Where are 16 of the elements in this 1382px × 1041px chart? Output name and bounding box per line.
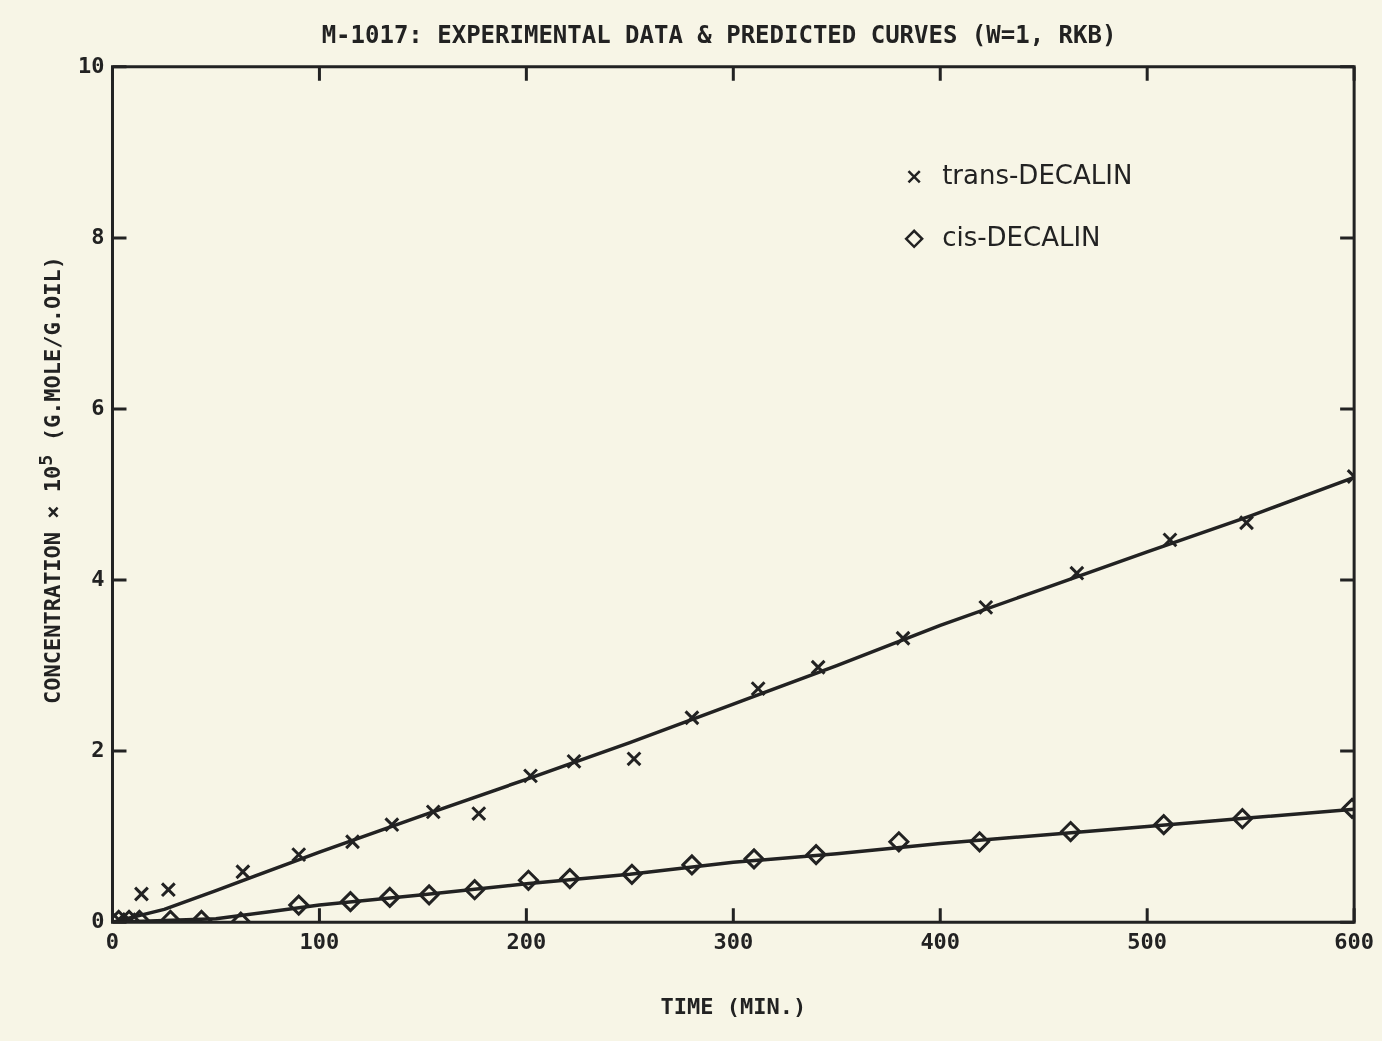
legend-label: trans-DECALIN [942, 159, 1133, 190]
x-tick-label: 500 [1127, 929, 1168, 955]
x-tick-label: 200 [506, 929, 547, 955]
x-tick-label: 300 [713, 929, 754, 955]
y-tick-label: 4 [91, 565, 105, 591]
y-tick-label: 2 [91, 736, 105, 762]
legend-label: cis-DECALIN [942, 221, 1101, 252]
y-tick-label: 8 [91, 223, 105, 249]
x-tick-label: 400 [920, 929, 961, 955]
chart-title: M-1017: EXPERIMENTAL DATA & PREDICTED CURVES (W=1, RKB) [321, 20, 1117, 49]
y-tick-label: 6 [91, 394, 105, 420]
y-tick-label: 0 [91, 907, 105, 933]
x-axis-title: TIME (MIN.) [660, 993, 807, 1019]
x-tick-label: 600 [1334, 929, 1375, 955]
y-tick-label: 10 [77, 52, 105, 78]
x-tick-label: 100 [299, 929, 340, 955]
